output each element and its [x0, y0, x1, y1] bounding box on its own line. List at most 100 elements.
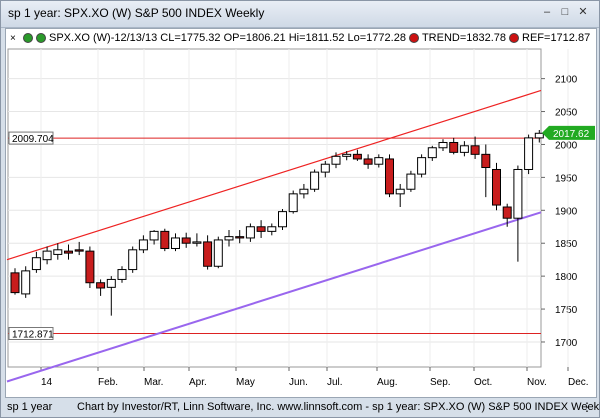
candle-body — [481, 153, 491, 169]
candle-body — [235, 236, 245, 239]
legend-trend-text: TREND=1832.78 — [421, 32, 507, 44]
candle-body — [406, 173, 416, 190]
candle-body — [106, 278, 116, 288]
candle-body — [64, 250, 73, 254]
candle-body — [449, 141, 459, 153]
channel-line-upper — [6, 89, 542, 261]
y-tick-label: 2000 — [555, 140, 578, 151]
chart-area[interactable]: × SPX.XO (W)-12/13/13 CL=1775.32 OP=1806… — [5, 28, 597, 398]
y-tick-label: 1950 — [555, 173, 578, 184]
legend-trend-dot — [408, 33, 419, 43]
x-tick-label: Aug. — [377, 377, 398, 388]
candle-body — [74, 249, 84, 252]
candle-body — [342, 153, 352, 157]
x-tick-label: Jul. — [327, 377, 343, 388]
close-window-button[interactable]: ✕ — [578, 6, 588, 18]
x-tick-label: Mar. — [144, 377, 163, 388]
reference-label: 1712.871 — [12, 330, 54, 341]
legend-close-icon[interactable]: × — [10, 33, 16, 44]
candle-body — [203, 241, 213, 267]
candle-body — [96, 282, 106, 289]
candle-body — [42, 250, 52, 261]
candle-body — [213, 239, 223, 267]
candle-body — [310, 171, 320, 190]
x-tick-label: Nov. — [527, 377, 547, 388]
candle-body — [288, 193, 298, 213]
x-tick-label: Dec. — [568, 377, 589, 388]
last-price-pointer — [542, 125, 549, 140]
x-tick-label: Jun. — [289, 377, 308, 388]
candle-body — [427, 147, 437, 159]
candle-body — [513, 168, 523, 219]
minimize-button[interactable]: – — [543, 6, 551, 18]
candle-body — [53, 249, 63, 255]
candle-body — [374, 157, 384, 165]
channel-line-lower — [6, 211, 542, 383]
candle-body — [160, 230, 170, 249]
legend-dot-2 — [36, 33, 46, 43]
legend-ref-dot — [509, 33, 520, 43]
reference-label-box — [8, 131, 54, 145]
candle-body — [320, 163, 330, 173]
candle-body — [502, 206, 512, 219]
x-tick-label: Sep. — [430, 377, 451, 388]
candle-body — [117, 269, 127, 280]
candle-body — [256, 226, 266, 232]
candle-body — [363, 158, 373, 165]
candle-body — [459, 145, 469, 153]
x-tick-label: Oct. — [474, 377, 492, 388]
candle-body — [138, 239, 148, 251]
y-tick-label: 2050 — [555, 108, 578, 119]
candle-body — [10, 272, 20, 294]
candle-body — [331, 155, 341, 165]
resize-grip-icon[interactable]: ⋮ — [581, 400, 593, 414]
candle-body — [21, 270, 31, 295]
y-tick-label: 1900 — [555, 206, 578, 217]
status-left-text: sp 1 year — [7, 401, 53, 413]
candle-body — [192, 241, 202, 244]
candle-body — [85, 250, 95, 284]
candle-body — [417, 157, 427, 175]
status-bar: sp 1 year Chart by Investor/RT, Linn Sof… — [5, 397, 600, 417]
y-tick-label: 1850 — [555, 239, 578, 250]
candlestick-chart[interactable]: 1700 1750 1800 1850 1900 1950 2000 2050 2100 14 Fe… — [6, 29, 596, 397]
candle-body — [534, 132, 544, 139]
chart-legend: × SPX.XO (W)-12/13/13 CL=1775.32 OP=1806… — [10, 30, 590, 46]
candle-body — [395, 188, 405, 195]
candle-body — [299, 188, 309, 195]
candle-body — [470, 145, 480, 155]
legend-ref-text: REF=1712.87 — [522, 32, 591, 44]
candle-body — [385, 158, 394, 195]
legend-main-text: SPX.XO (W)-12/13/13 CL=1775.32 OP=1806.2… — [49, 32, 406, 44]
candle-body — [492, 168, 501, 206]
candle-body — [224, 236, 234, 241]
reference-label: 2009.704 — [12, 134, 54, 145]
x-tick-label: May — [236, 377, 255, 388]
x-tick-label: Feb. — [98, 377, 118, 388]
candle-body — [352, 153, 362, 160]
candle-body — [524, 137, 534, 170]
y-tick-label: 1700 — [555, 338, 578, 349]
candle-body — [181, 237, 191, 244]
last-price-label: 2017.62 — [553, 129, 590, 140]
candle-body — [245, 226, 255, 239]
window-title: sp 1 year: SPX.XO (W) S&P 500 INDEX Week… — [8, 6, 265, 20]
candle-body — [438, 141, 448, 149]
candle-body — [128, 249, 138, 271]
legend-dot-1 — [23, 33, 33, 43]
y-tick-label: 2100 — [555, 75, 578, 86]
candle-body — [278, 211, 287, 228]
title-bar: sp 1 year: SPX.XO (W) S&P 500 INDEX Week… — [1, 1, 599, 28]
x-tick-label: 14 — [41, 377, 53, 388]
reference-label-box — [8, 327, 54, 341]
candle-body — [267, 226, 277, 232]
plot-border — [7, 48, 542, 368]
status-right-text: Chart by Investor/RT, Linn Software, Inc… — [77, 401, 600, 413]
candle-body — [149, 230, 159, 241]
candle-body — [171, 237, 180, 249]
candle-body — [31, 257, 41, 271]
y-tick-label: 1750 — [555, 305, 578, 316]
maximize-button[interactable]: □ — [561, 6, 569, 18]
y-tick-label: 1800 — [555, 272, 578, 283]
